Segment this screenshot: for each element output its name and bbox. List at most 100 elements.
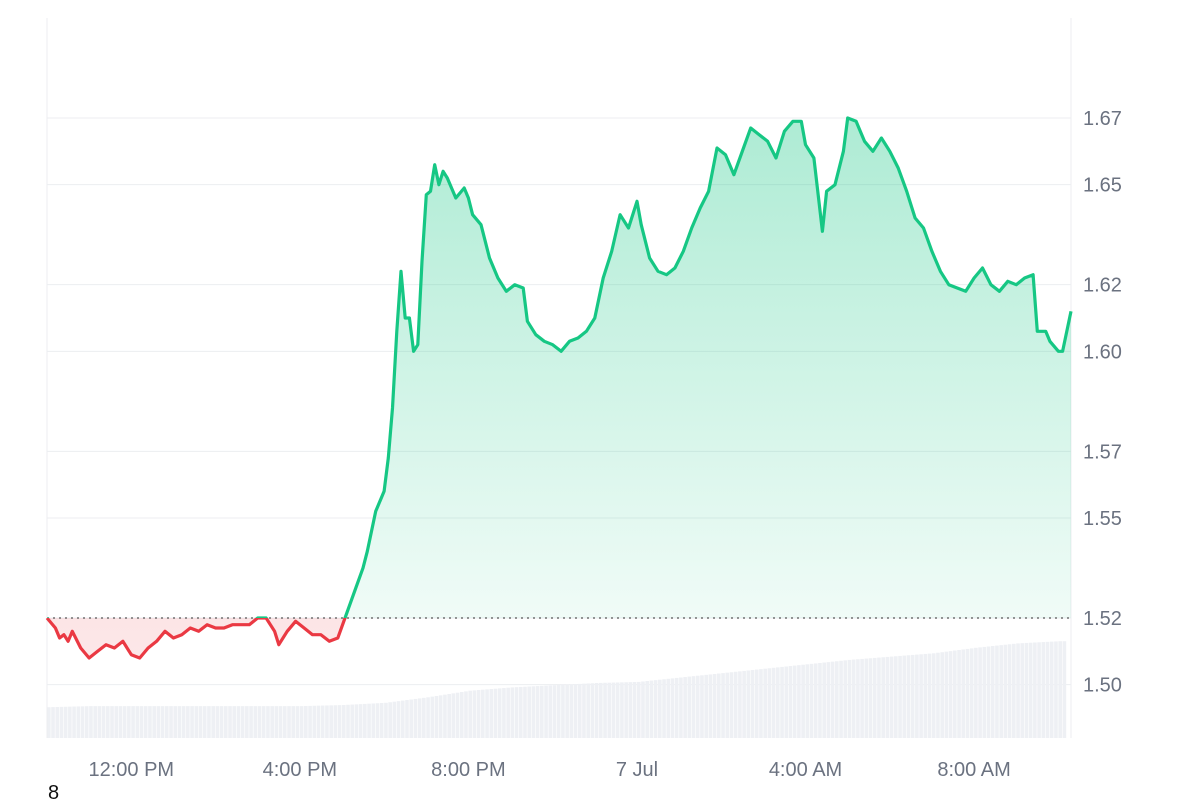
volume-bar [472, 690, 477, 738]
volume-bar [1054, 641, 1058, 738]
volume-bar [337, 705, 342, 738]
volume-bar [219, 706, 224, 738]
volume-bar [995, 645, 999, 738]
volume-bar [506, 687, 510, 738]
volume-bar [518, 686, 523, 738]
volume-bar [582, 683, 586, 738]
volume-bar [885, 656, 890, 738]
price-area-above-baseline [47, 118, 1071, 618]
volume-bar [186, 706, 190, 738]
volume-bar [835, 661, 839, 738]
volume-bar [759, 669, 763, 738]
volume-bar [721, 673, 725, 738]
volume-bar [1041, 642, 1046, 738]
volume-bar [249, 706, 253, 738]
y-tick-label: 1.57 [1083, 441, 1122, 463]
volume-bar [902, 655, 907, 738]
x-tick-label: 4:00 PM [263, 759, 337, 781]
volume-bar [788, 666, 793, 738]
volume-bar [358, 704, 363, 738]
volume-bar [228, 706, 232, 738]
volume-bar [55, 706, 60, 738]
volume-bar [763, 668, 767, 738]
volume-bar [830, 661, 835, 738]
volume-bar [354, 704, 359, 738]
volume-bar [122, 706, 127, 738]
volume-bar [1062, 641, 1067, 738]
volume-bar [670, 678, 675, 738]
volume-bar [919, 654, 923, 738]
y-tick-label: 1.60 [1083, 341, 1122, 363]
volume-bar [198, 706, 203, 738]
volume-bar [540, 685, 544, 738]
x-axis-ticks: 12:00 PM 4:00 PM 8:00 PM 7 Jul 4:00 AM 8:00 A… [88, 759, 1010, 781]
volume-bar [940, 652, 944, 738]
volume-bar [304, 705, 308, 738]
volume-bar [363, 703, 367, 738]
volume-bar [599, 682, 603, 738]
volume-bar [556, 684, 561, 738]
volume-bar [687, 676, 692, 738]
volume-bar [573, 684, 578, 738]
volume-bars [47, 641, 1067, 738]
volume-bar [658, 679, 662, 738]
volume-bar [316, 705, 321, 738]
volume-bar [63, 706, 68, 738]
volume-bar [1003, 644, 1008, 738]
volume-bar [915, 654, 919, 738]
volume-bar [674, 677, 679, 738]
volume-bar [489, 689, 494, 738]
volume-bar [839, 660, 843, 738]
volume-bar [388, 702, 392, 738]
volume-bar [156, 706, 161, 738]
volume-bar [299, 706, 304, 738]
volume-bar [282, 706, 287, 738]
y-tick-label: 1.62 [1083, 275, 1122, 297]
volume-bar [139, 706, 144, 738]
volume-bar [181, 706, 186, 738]
volume-bar [733, 671, 738, 738]
volume-bar [1037, 642, 1041, 738]
volume-bar [346, 704, 350, 738]
volume-bar [278, 706, 283, 738]
volume-bar [514, 687, 519, 738]
volume-bar [329, 705, 333, 738]
volume-bar [864, 658, 869, 738]
volume-bar [813, 663, 818, 738]
volume-bar [632, 682, 637, 738]
volume-bar [481, 689, 485, 738]
volume-bar [320, 705, 325, 738]
volume-bar [177, 706, 182, 738]
volume-bar [173, 706, 178, 738]
volume-bar [822, 662, 826, 738]
volume-bar [531, 686, 536, 738]
volume-bar [266, 706, 270, 738]
volume-bar [135, 706, 140, 738]
volume-bar [961, 649, 966, 738]
volume-bar [253, 706, 258, 738]
volume-bar [194, 706, 199, 738]
volume-bar [527, 686, 532, 738]
volume-bar [97, 706, 102, 738]
volume-bar [350, 704, 355, 738]
volume-bar [1012, 643, 1016, 738]
price-area-below-baseline [47, 618, 1071, 658]
volume-bar [700, 675, 704, 738]
y-axis-ticks: 1.50 1.52 1.55 1.57 1.60 1.62 1.65 1.67 [1083, 108, 1122, 697]
volume-bar [953, 650, 957, 738]
volume-bar [944, 651, 949, 738]
volume-bar [502, 688, 506, 738]
volume-bar [148, 706, 152, 738]
volume-bar [818, 662, 822, 738]
volume-bar [797, 665, 801, 738]
volume-bar [392, 701, 397, 738]
page-number: 8 [48, 782, 60, 804]
volume-bar [978, 647, 982, 738]
volume-bar [152, 706, 156, 738]
volume-bar [510, 687, 515, 738]
volume-bar [1049, 641, 1054, 738]
volume-bar [308, 705, 312, 738]
x-tick-label: 7 Jul [616, 759, 658, 781]
volume-bar [295, 706, 300, 738]
